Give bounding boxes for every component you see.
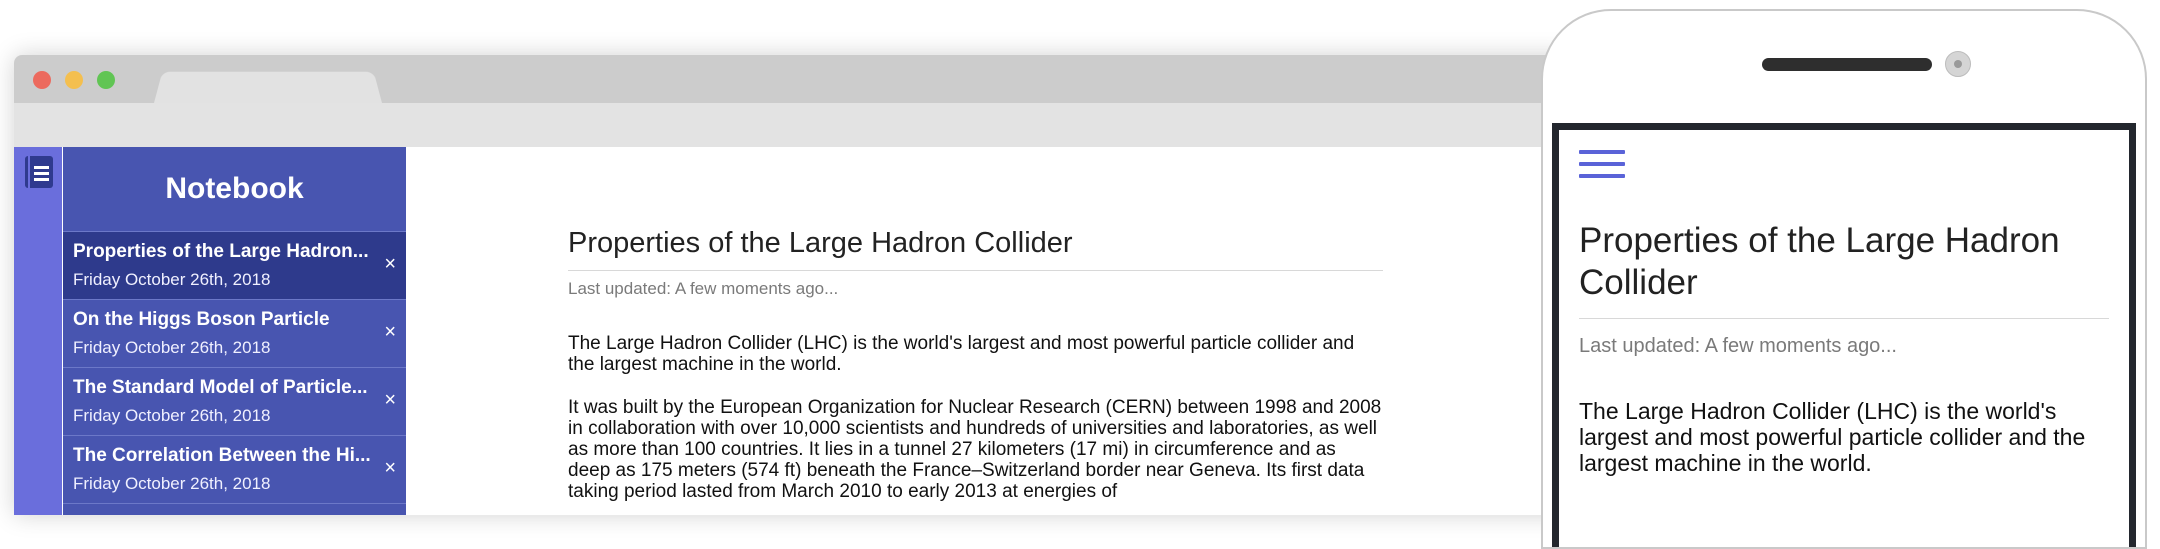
browser-titlebar [14,55,1574,103]
mobile-last-updated-text: Last updated: A few moments ago... [1579,335,1897,357]
last-updated-text: Last updated: A few moments ago... [568,279,839,298]
note-item[interactable]: The Standard Model of Particle... Friday… [63,368,406,436]
minimize-window-button[interactable] [65,71,83,89]
close-icon[interactable]: × [384,253,396,275]
note-date: Friday October 26th, 2018 [73,474,271,493]
phone-camera [1945,51,1971,77]
note-item[interactable]: Properties of the Large Hadron... Friday… [63,232,406,300]
mobile-document-paragraph[interactable]: The Large Hadron Collider (LHC) is the w… [1579,398,2086,476]
phone-speaker [1762,58,1932,71]
document-paragraph[interactable]: It was built by the European Organizatio… [568,397,1382,502]
close-icon[interactable]: × [384,389,396,411]
note-title: On the Higgs Boson Particle [73,309,330,330]
note-title: The Standard Model of Particle... [73,377,368,398]
note-item[interactable]: The Correlation Between the Hi... Friday… [63,436,406,504]
document: Properties of the Large Hadron Collider … [568,227,1383,515]
notes-sidebar: Notebook Properties of the Large Hadron.… [63,147,406,515]
note-title: Properties of the Large Hadron... [73,241,369,262]
document-paragraph[interactable]: The Large Hadron Collider (LHC) is the w… [568,333,1355,375]
phone-screen: Properties of the Large Hadron Collider … [1552,123,2136,547]
note-date: Friday October 26th, 2018 [73,270,271,289]
icon-strip [14,147,62,515]
mobile-document-title[interactable]: Properties of the Large Hadron Collider [1579,221,2060,302]
title-divider [568,270,1383,271]
browser-window: Notebook Properties of the Large Hadron.… [14,55,1574,515]
document-title[interactable]: Properties of the Large Hadron Collider [568,227,1073,259]
close-window-button[interactable] [33,71,51,89]
browser-toolbar [14,103,1574,147]
note-item[interactable]: On the Higgs Boson Particle Friday Octob… [63,300,406,368]
maximize-window-button[interactable] [97,71,115,89]
notebook-icon[interactable] [24,155,54,189]
browser-tab[interactable] [154,71,382,103]
close-icon[interactable]: × [384,321,396,343]
phone-frame: Properties of the Large Hadron Collider … [1541,9,2147,549]
mobile-title-divider [1579,318,2109,319]
hamburger-menu-icon[interactable] [1579,148,1625,180]
mobile-document: Properties of the Large Hadron Collider … [1579,220,2109,476]
note-date: Friday October 26th, 2018 [73,338,271,357]
close-icon[interactable]: × [384,457,396,479]
app-content: Notebook Properties of the Large Hadron.… [14,147,1574,515]
note-date: Friday October 26th, 2018 [73,406,271,425]
sidebar-title: Notebook [63,147,406,232]
note-title: The Correlation Between the Hi... [73,445,371,466]
